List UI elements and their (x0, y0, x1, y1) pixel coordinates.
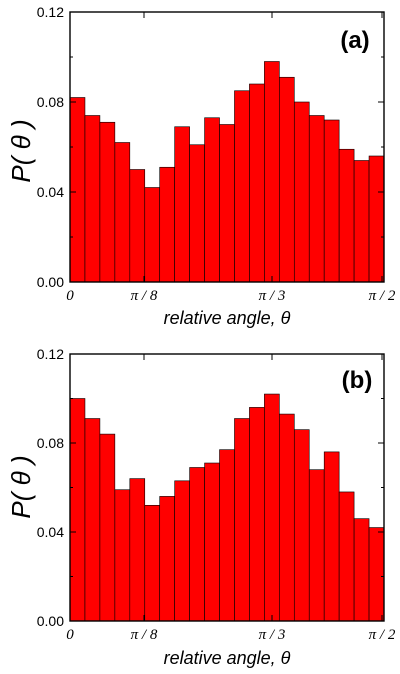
bar (264, 61, 280, 283)
panel-b-y-tick-label: 0.08 (37, 435, 64, 451)
bar (174, 126, 190, 283)
bar (234, 90, 250, 283)
bar (84, 418, 101, 622)
bar (129, 478, 146, 622)
bar (353, 518, 370, 622)
bar (99, 433, 116, 622)
bar (189, 467, 205, 622)
bar (368, 155, 385, 283)
panel-a-x-tick-label: π / 2 (369, 288, 396, 304)
bar (323, 451, 340, 622)
bar (234, 418, 250, 622)
bar (159, 496, 175, 622)
panel-a-x-tick-label: 0 (66, 288, 74, 304)
bar (114, 142, 131, 283)
bar (338, 491, 355, 622)
panel-a-ticks (69, 11, 384, 283)
panel-b-y-tick-label: 0.04 (37, 524, 64, 540)
bar (69, 398, 86, 622)
bar (219, 124, 235, 283)
panel-b-y-tick-label: 0.12 (37, 346, 64, 362)
panel-b-bars (69, 393, 385, 622)
bar (129, 169, 146, 283)
bar (144, 187, 161, 283)
panel-b-x-axis-title: relative angle, θ (164, 648, 291, 668)
bar (174, 480, 190, 622)
bar (279, 76, 295, 283)
panel-b-x-tick-label: 0 (66, 627, 74, 643)
panel-a: P( θ ) 0.00 0.04 0.08 0.12 0 π / 8 π / 3… (6, 4, 396, 328)
bar (353, 160, 370, 283)
panel-a-x-tick-label: π / 8 (131, 288, 158, 304)
panel-b-y-axis-title: P( θ ) (6, 455, 36, 518)
bar (293, 429, 310, 622)
panel-b-label: (b) (342, 367, 373, 394)
panel-b-y-tick-label: 0.00 (37, 613, 64, 629)
panel-b-ticks (69, 353, 384, 622)
panel-a-y-tick-label: 0.00 (37, 274, 64, 290)
bar (264, 393, 280, 622)
bar (114, 489, 131, 622)
bar (368, 527, 385, 622)
bar (99, 121, 116, 283)
panel-a-y-axis-title: P( θ ) (6, 119, 36, 182)
bar (279, 413, 295, 622)
panel-b-x-tick-label: π / 8 (131, 627, 158, 643)
panel-b-x-tick-label: π / 2 (369, 627, 396, 643)
bar (189, 144, 205, 283)
panel-b-x-tick-label: π / 3 (259, 627, 286, 643)
panel-a-x-tick-label: π / 3 (259, 288, 286, 304)
bar (144, 504, 161, 622)
bar (219, 449, 235, 622)
bar (69, 97, 86, 283)
panel-a-label: (a) (340, 27, 369, 54)
panel-a-y-tick-label: 0.08 (37, 94, 64, 110)
panel-a-bars (69, 61, 385, 283)
bar (338, 148, 355, 283)
bar (308, 469, 325, 622)
bar (249, 407, 265, 622)
bar (323, 119, 340, 283)
panel-b: P( θ ) 0.00 0.04 0.08 0.12 0 π / 8 π / 3… (6, 346, 396, 668)
bar (308, 115, 325, 283)
bar (293, 101, 310, 283)
panel-a-y-tick-label: 0.12 (37, 4, 64, 20)
panel-a-x-axis-title: relative angle, θ (164, 308, 291, 328)
bar (204, 462, 220, 622)
bar (204, 117, 220, 283)
bar (249, 83, 265, 283)
bar (84, 115, 101, 283)
bar (159, 166, 175, 283)
panel-a-y-tick-label: 0.04 (37, 184, 64, 200)
